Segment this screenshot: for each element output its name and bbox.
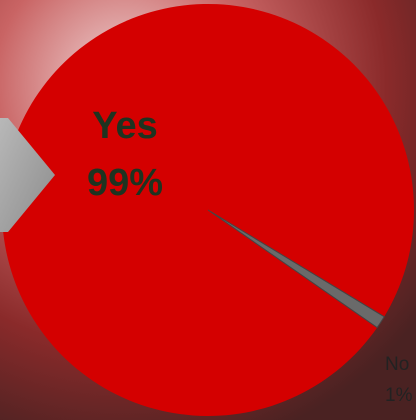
- value-label: 99%: [87, 162, 163, 204]
- slice-label: Yes: [92, 105, 158, 147]
- value-label: 1%: [385, 385, 413, 406]
- slice-label: No: [385, 354, 409, 375]
- arrow: [0, 118, 55, 232]
- pie: [2, 3, 415, 416]
- pie-slice: [207, 209, 385, 329]
